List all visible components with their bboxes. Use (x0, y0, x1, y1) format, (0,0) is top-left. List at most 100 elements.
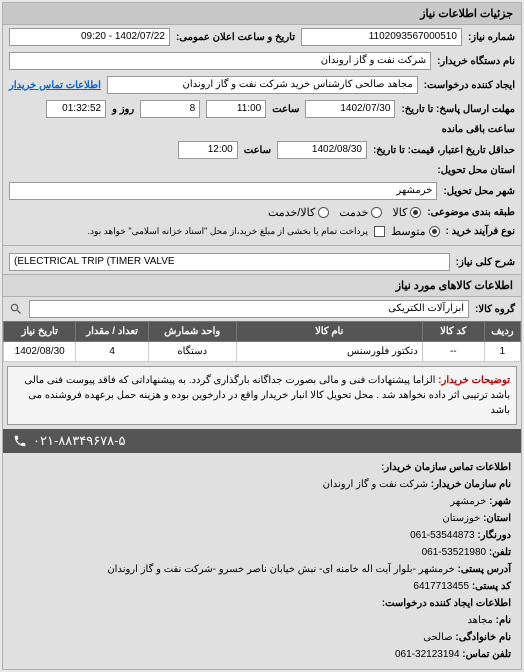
td-0-3: دستگاه (148, 342, 236, 362)
postal-value: 6417713455 (413, 578, 469, 595)
creator-label: ایجاد کننده درخواست: (424, 80, 515, 91)
family-label: نام خانوادگی: (455, 632, 511, 643)
row-deadline: مهلت ارسال پاسخ: تا تاریخ: 1402/07/30 سا… (3, 97, 521, 138)
items-section-title: اطلاعات کالاهای مورد نیاز (3, 274, 521, 297)
fax-label: دورنگار: (477, 530, 511, 541)
c-city-label: شهر: (489, 496, 511, 507)
radio-service-circle (371, 207, 382, 218)
panel-title: جزئیات اطلاعات نیاز (3, 3, 521, 25)
phone-label: تلفن: (489, 547, 511, 558)
radio-service[interactable]: خدمت (339, 206, 382, 219)
radio-goods-circle (410, 207, 421, 218)
name-label: نام: (496, 615, 511, 626)
price-label: حداقل تاریخ اعتبار، قیمت: تا تاریخ: (373, 145, 515, 156)
td-0-2: دتکتور فلورسنس (236, 342, 422, 362)
row-price-deadline: حداقل تاریخ اعتبار، قیمت: تا تاریخ: 1402… (3, 138, 521, 162)
th-1: کد کالا (422, 322, 484, 342)
note-label: توضیحات خریدار: (438, 375, 510, 386)
divider-1 (3, 245, 521, 246)
radio-mid-circle (429, 226, 440, 237)
row-classification: طبقه بندی موضوعی: کالا خدمت کالا/خدمت (3, 203, 521, 222)
price-hour-field: 12:00 (178, 141, 238, 159)
reqno-label: شماره نیاز: (468, 32, 515, 43)
hour-label-1: ساعت (272, 104, 299, 115)
process-note: پرداخت تمام یا بخشی از مبلغ خرید،از محل … (88, 226, 368, 237)
row-desc: شرح کلی نیاز: (ELECTRICAL TRIP (TIMER VA… (3, 250, 521, 274)
datetime-field: 1402/07/22 - 09:20 (9, 28, 170, 46)
row-creator: ایجاد کننده درخواست: مجاهد صالحی کارشناس… (3, 73, 521, 97)
org-label: نام سازمان خریدار: (431, 479, 511, 490)
radio-goods[interactable]: کالا (392, 206, 421, 219)
c-province-value: خوزستان (442, 513, 480, 524)
contact-link[interactable]: اطلاعات تماس خریدار (9, 80, 101, 91)
desc-field: (ELECTRICAL TRIP (TIMER VALVE (9, 253, 450, 271)
phone-number: ۰۲۱-۸۸۳۴۹۶۷۸-۵ (33, 433, 125, 449)
city-field: خرمشهر (9, 182, 437, 200)
postal-label: کد پستی: (472, 581, 511, 592)
c-city-value: خرمشهر (450, 496, 486, 507)
row-buyer: نام دستگاه خریدار: شرکت نفت و گاز اروندا… (3, 49, 521, 73)
hour-label-2: ساعت (244, 145, 271, 156)
buyer-field: شرکت نفت و گاز اروندان (9, 52, 431, 70)
process-label: نوع فرآیند خرید : (446, 226, 515, 237)
cphone-label: تلفن تماس: (462, 649, 511, 660)
table-row[interactable]: 1 -- دتکتور فلورسنس دستگاه 4 1402/08/30 (4, 342, 521, 362)
search-icon[interactable] (9, 302, 23, 316)
until-label: مهلت ارسال پاسخ: تا تاریخ: (401, 104, 515, 115)
td-0-0: 1 (484, 342, 520, 362)
until-date-field: 1402/07/30 (305, 100, 395, 118)
reqno-field: 1102093567000510 (301, 28, 462, 46)
org-value: شرکت نفت و گاز اروندان (323, 479, 428, 490)
family-value: صالحی (423, 632, 452, 643)
row-process: نوع فرآیند خرید : متوسط پرداخت تمام یا ب… (3, 222, 521, 241)
th-2: نام کالا (236, 322, 422, 342)
td-0-4: 4 (76, 342, 148, 362)
radio-mid-label: متوسط (391, 225, 426, 238)
radio-both[interactable]: کالا/خدمت (268, 206, 329, 219)
day-label: روز و (112, 104, 134, 115)
datetime-label: تاریخ و ساعت اعلان عمومی: (176, 32, 295, 43)
desc-label: شرح کلی نیاز: (456, 257, 515, 268)
radio-mid[interactable]: متوسط (391, 225, 440, 238)
phone-value: 061-53521980 (422, 544, 487, 561)
fax-value: 061-53544873 (410, 527, 475, 544)
buyer-label: نام دستگاه خریدار: (437, 56, 515, 67)
days-field: 8 (140, 100, 200, 118)
address-label: آدرس پستی: (458, 564, 511, 575)
group-label: گروه کالا: (475, 304, 515, 315)
contact-section: اطلاعات تماس سازمان خریدار: نام سازمان خ… (3, 453, 521, 669)
remain-label: ساعت باقی مانده (442, 124, 515, 135)
details-panel: جزئیات اطلاعات نیاز شماره نیاز: 11020935… (2, 2, 522, 670)
radio-both-circle (318, 207, 329, 218)
name-value: مجاهد (467, 615, 492, 626)
group-field: ابزارآلات الکتریکی (29, 300, 469, 318)
radio-service-label: خدمت (339, 206, 368, 219)
creator-title: اطلاعات ایجاد کننده درخواست: (382, 598, 511, 609)
th-5: تاریخ نیاز (4, 322, 76, 342)
row-city: شهر محل تحویل: خرمشهر (3, 179, 521, 203)
creator-field: مجاهد صالحی کارشناس خرید شرکت نفت و گاز … (107, 76, 418, 94)
buyer-note: توضیحات خریدار: الزاما پیشنهادات فنی و م… (7, 366, 517, 425)
address-value: خرمشهر -بلوار آیت اله خامنه ای- نبش خیاب… (107, 564, 454, 575)
table-header-row: ردیف کد کالا نام کالا واحد شمارش تعداد /… (4, 322, 521, 342)
row-group: گروه کالا: ابزارآلات الکتریکی (3, 297, 521, 321)
td-0-1: -- (422, 342, 484, 362)
remain-time-field: 01:32:52 (46, 100, 106, 118)
until-hour-field: 11:00 (206, 100, 266, 118)
row-reqno: شماره نیاز: 1102093567000510 تاریخ و ساع… (3, 25, 521, 49)
treasury-checkbox[interactable] (374, 226, 385, 237)
row-province: استان محل تحویل: (3, 162, 521, 179)
price-date-field: 1402/08/30 (277, 141, 367, 159)
radio-goods-label: کالا (392, 206, 407, 219)
classification-label: طبقه بندی موضوعی: (427, 207, 515, 218)
td-0-5: 1402/08/30 (4, 342, 76, 362)
th-4: تعداد / مقدار (76, 322, 148, 342)
phone-bar: ۰۲۱-۸۸۳۴۹۶۷۸-۵ (3, 429, 521, 453)
province-label: استان محل تحویل: (437, 165, 515, 176)
th-3: واحد شمارش (148, 322, 236, 342)
c-province-label: استان: (483, 513, 511, 524)
radio-both-label: کالا/خدمت (268, 206, 315, 219)
contact-title: اطلاعات تماس سازمان خریدار: (381, 462, 511, 473)
cphone-value: 061-32123194 (395, 646, 460, 663)
classification-radio-group: کالا خدمت کالا/خدمت (268, 206, 421, 219)
